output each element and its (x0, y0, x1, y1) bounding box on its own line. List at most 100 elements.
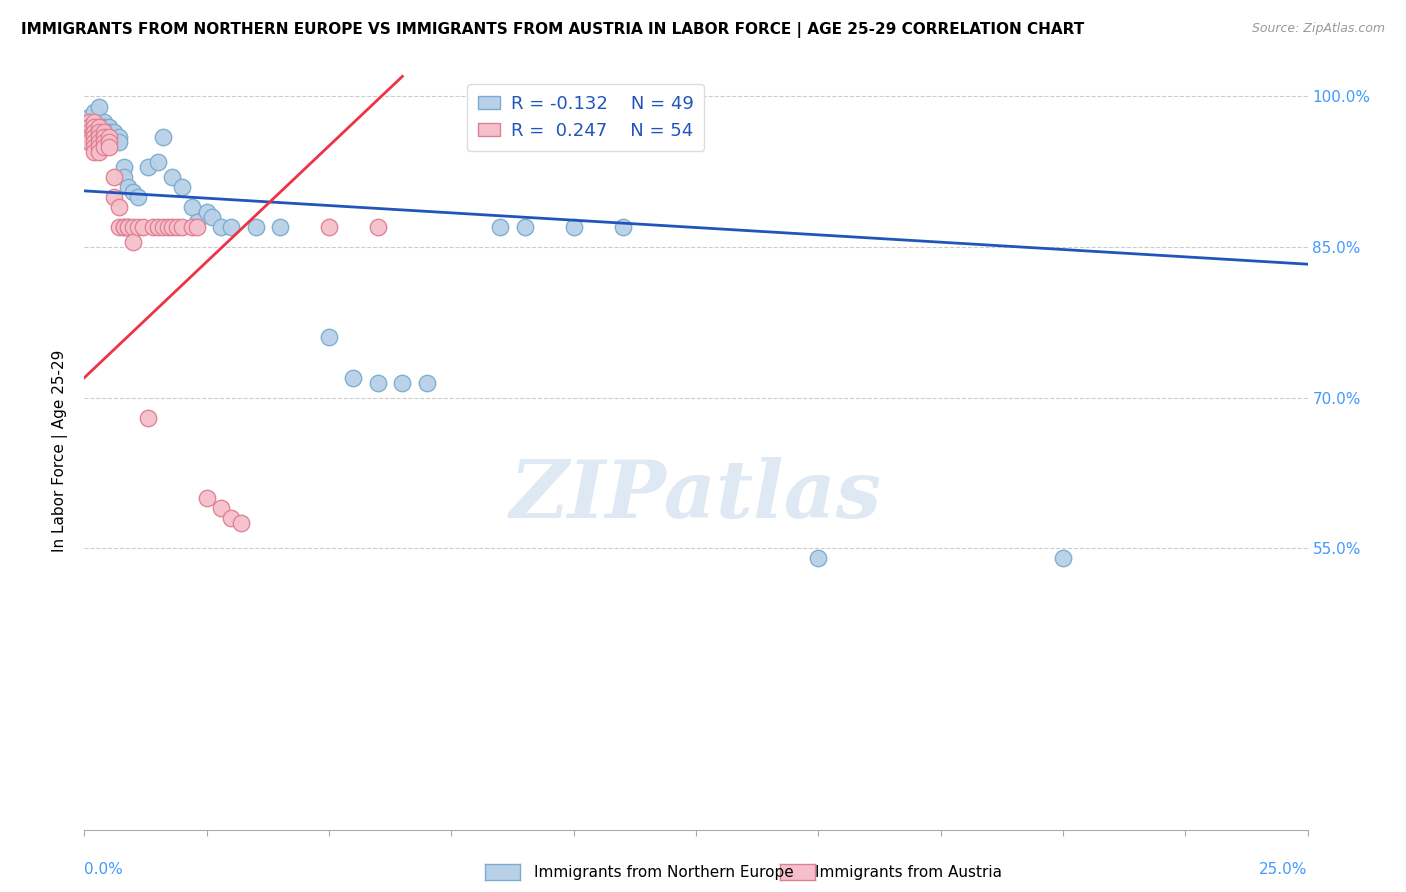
Point (77, 131, 100, 145)
Point (612, 220, 634, 235)
Point (83, 145, 105, 159)
Point (83, 135, 105, 149)
Point (195, 491, 218, 505)
Point (97, 135, 120, 149)
Legend: R = -0.132    N = 49, R =  0.247    N = 54: R = -0.132 N = 49, R = 0.247 N = 54 (467, 84, 704, 151)
Point (107, 129, 129, 144)
Point (209, 501, 232, 516)
Point (93, 125, 115, 139)
Point (162, 169, 184, 184)
Point (87, 125, 110, 139)
Point (77, 129, 100, 144)
Point (87, 114, 110, 128)
Point (112, 169, 135, 184)
Point (87, 139, 110, 153)
Point (219, 220, 242, 235)
Point (162, 220, 184, 235)
Point (107, 220, 129, 235)
Point (146, 220, 169, 235)
Point (122, 185, 145, 199)
Point (219, 511, 242, 525)
Point (117, 179, 139, 194)
Point (513, 220, 536, 235)
Point (1052, 551, 1074, 566)
Point (112, 220, 135, 235)
Point (367, 220, 389, 235)
Point (77, 135, 100, 149)
Point (489, 220, 512, 235)
Point (229, 516, 252, 531)
Point (122, 235, 145, 249)
Point (391, 376, 413, 390)
Point (112, 160, 135, 174)
Point (77, 114, 100, 128)
Point (269, 220, 291, 235)
Point (209, 220, 232, 235)
Point (166, 220, 188, 235)
Text: 0.0%: 0.0% (84, 862, 124, 877)
Point (181, 220, 204, 235)
Point (562, 220, 585, 235)
Point (87, 125, 110, 139)
Point (87, 145, 110, 159)
Point (132, 220, 155, 235)
Point (186, 220, 208, 235)
Point (200, 210, 222, 224)
Point (97, 139, 120, 153)
Point (87, 120, 110, 134)
Point (117, 220, 139, 235)
Text: Immigrants from Northern Europe: Immigrants from Northern Europe (534, 865, 794, 880)
Point (172, 179, 194, 194)
Point (136, 160, 159, 174)
Point (107, 135, 129, 149)
Point (77, 129, 100, 144)
Y-axis label: In Labor Force | Age 25-29: In Labor Force | Age 25-29 (52, 350, 69, 551)
Point (77, 125, 100, 139)
Point (122, 220, 145, 235)
Text: 25.0%: 25.0% (1260, 862, 1308, 877)
Point (97, 120, 120, 134)
Point (77, 120, 100, 134)
Point (83, 120, 105, 134)
Point (186, 215, 208, 229)
Point (93, 135, 115, 149)
Text: Immigrants from Austria: Immigrants from Austria (815, 865, 1002, 880)
Text: Source: ZipAtlas.com: Source: ZipAtlas.com (1251, 22, 1385, 36)
Point (146, 154, 169, 169)
Point (152, 129, 174, 144)
Point (87, 99, 110, 113)
Point (103, 135, 125, 149)
Point (87, 129, 110, 144)
Point (87, 120, 110, 134)
Point (97, 125, 120, 139)
Point (97, 135, 120, 149)
Point (93, 129, 115, 144)
Point (342, 370, 364, 384)
Point (195, 205, 218, 219)
Point (83, 125, 105, 139)
Point (83, 139, 105, 153)
Point (87, 135, 110, 149)
Point (318, 220, 340, 235)
Point (93, 139, 115, 153)
Text: IMMIGRANTS FROM NORTHERN EUROPE VS IMMIGRANTS FROM AUSTRIA IN LABOR FORCE | AGE : IMMIGRANTS FROM NORTHERN EUROPE VS IMMIG… (21, 22, 1084, 38)
Point (93, 120, 115, 134)
Point (117, 220, 139, 235)
Point (103, 190, 125, 204)
Point (83, 129, 105, 144)
Point (318, 330, 340, 344)
Point (127, 190, 149, 204)
Point (93, 129, 115, 144)
Point (152, 220, 174, 235)
Point (136, 410, 159, 425)
Point (367, 376, 389, 390)
Point (107, 200, 129, 214)
Point (77, 110, 100, 124)
Point (103, 129, 125, 144)
Point (103, 169, 125, 184)
Point (83, 120, 105, 134)
Point (245, 220, 267, 235)
Point (83, 114, 105, 128)
Point (97, 129, 120, 144)
Point (172, 220, 194, 235)
